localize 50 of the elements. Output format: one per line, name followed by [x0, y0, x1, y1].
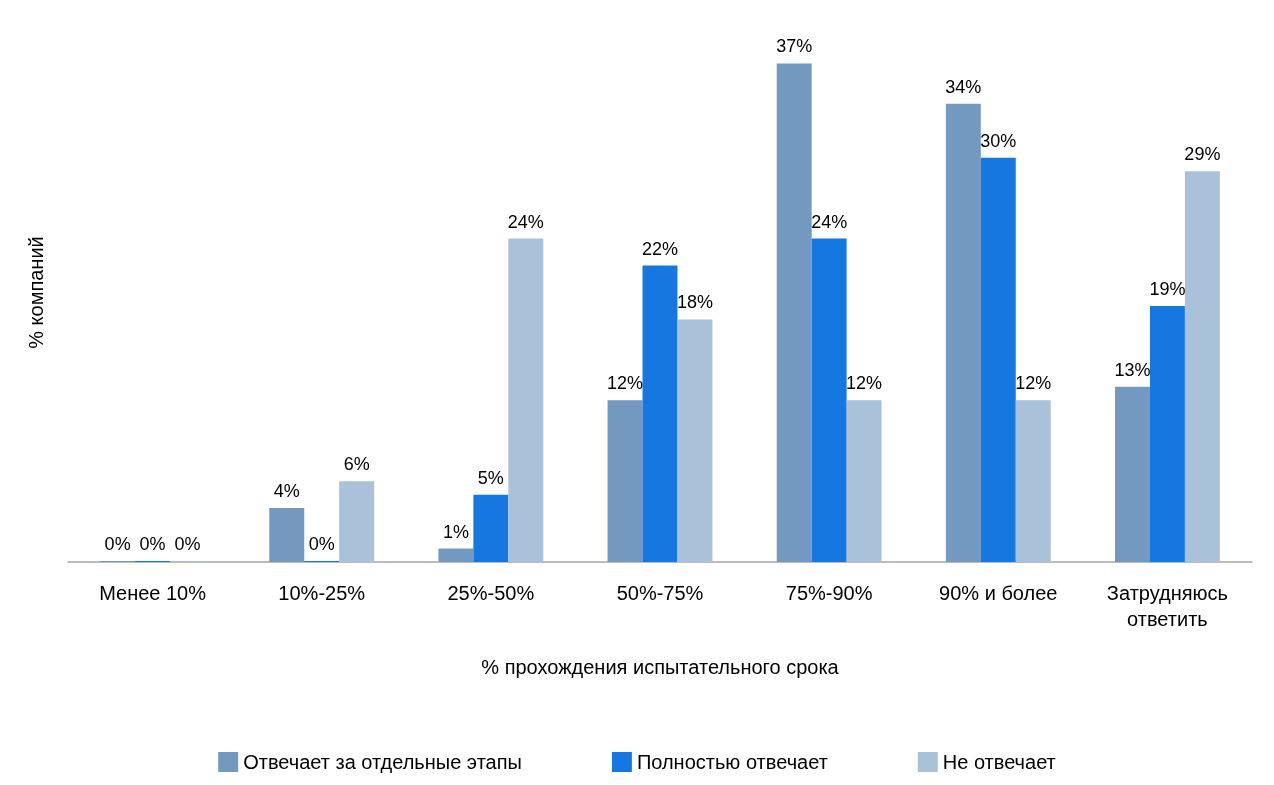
bar — [269, 508, 305, 562]
data-label: 18% — [676, 292, 713, 313]
data-label: 12% — [846, 373, 883, 394]
data-label: 4% — [273, 481, 300, 502]
y-axis-title: % компаний — [25, 236, 47, 349]
x-tick-label: 25%-50% — [447, 582, 535, 604]
data-label: 12% — [607, 373, 644, 394]
bar — [1184, 171, 1220, 562]
data-label: 13% — [1114, 359, 1151, 380]
data-label: 30% — [980, 130, 1017, 151]
x-tick-label: 50%-75% — [616, 582, 704, 604]
bar — [980, 157, 1016, 562]
x-tick-label: 10%-25% — [278, 582, 366, 604]
data-label: 0% — [174, 534, 201, 554]
bar — [776, 63, 812, 562]
bar — [677, 319, 713, 562]
data-label: 1% — [442, 521, 469, 542]
x-tick-label: Менее 10% — [99, 582, 207, 604]
bar — [508, 238, 544, 562]
data-label: 0% — [139, 534, 166, 554]
x-tick-label: Затрудняюсь ответить — [1106, 582, 1228, 630]
legend-label: Полностью отвечает — [636, 751, 828, 773]
data-label: 37% — [776, 36, 813, 57]
data-label: 24% — [507, 211, 544, 232]
data-label: 12% — [1015, 373, 1052, 394]
data-label: 24% — [811, 211, 848, 232]
data-label: 19% — [1149, 278, 1186, 299]
data-label: 5% — [477, 467, 504, 488]
bar — [339, 481, 375, 562]
data-label: 0% — [308, 534, 335, 554]
data-label: 0% — [104, 534, 131, 554]
x-tick-label: 90% и более — [939, 582, 1058, 604]
x-axis-title: % прохождения испытательного срока — [481, 656, 840, 678]
data-label: 34% — [945, 76, 982, 97]
bar — [642, 265, 678, 562]
x-tick-label: 75%-90% — [785, 582, 873, 604]
data-label: 22% — [641, 238, 679, 259]
bar — [811, 238, 847, 562]
legend-label: Отвечает за отдельные этапы — [243, 751, 522, 773]
bar — [1149, 305, 1185, 562]
data-label: 29% — [1184, 144, 1221, 165]
bar — [438, 548, 474, 562]
bar — [473, 494, 509, 562]
bar — [945, 103, 981, 562]
data-label: 6% — [343, 454, 370, 475]
bar — [846, 400, 882, 562]
bar — [1114, 386, 1150, 562]
bar — [607, 400, 643, 562]
bar — [1015, 400, 1051, 562]
legend-label: Не отвечает — [942, 751, 1056, 773]
